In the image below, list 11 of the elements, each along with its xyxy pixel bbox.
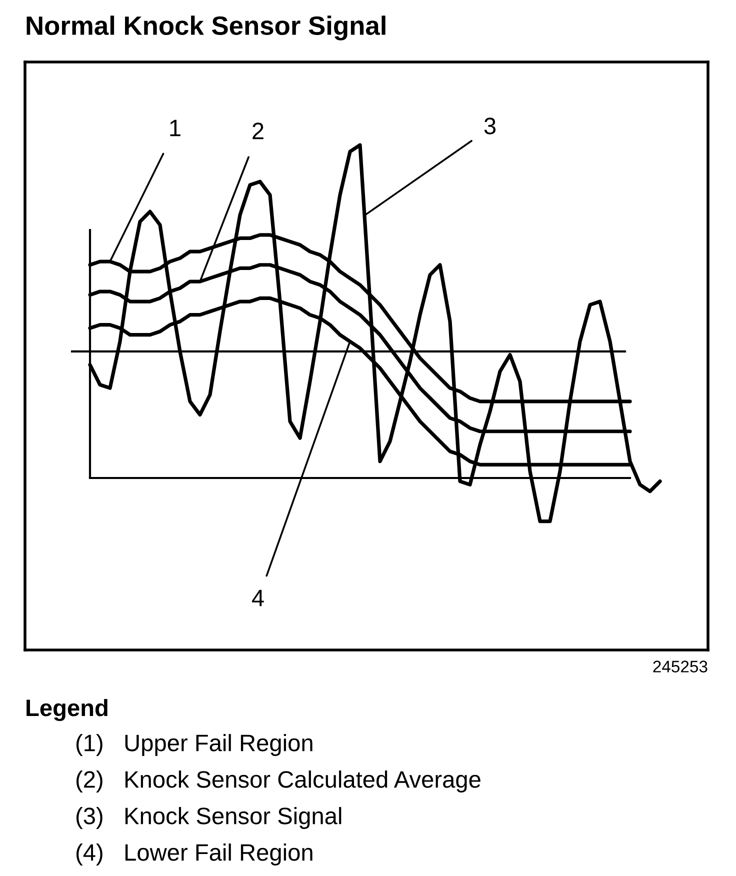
text: 245253 <box>653 660 708 672</box>
text: (1) Upper Fail Region <box>76 734 312 756</box>
text: 3 <box>484 118 496 134</box>
text: Legend <box>26 698 108 722</box>
text: (3) Knock Sensor Signal <box>76 806 342 830</box>
text: (2) Knock Sensor Calculated Average <box>76 770 480 793</box>
text: 1 <box>170 120 180 136</box>
text: 2 <box>252 122 264 140</box>
text: (4) Lower Fail Region <box>76 843 312 866</box>
chart-title: Normal Knock Sensor Signal <box>26 16 386 40</box>
text: 4 <box>252 590 264 606</box>
